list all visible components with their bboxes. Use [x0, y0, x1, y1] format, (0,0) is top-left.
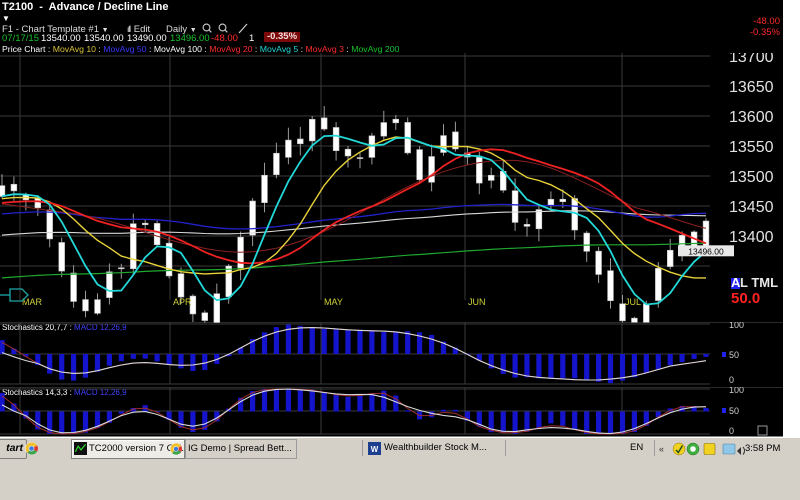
svg-text:100: 100: [729, 387, 744, 395]
svg-text:13550: 13550: [729, 139, 774, 156]
svg-text:JUL: JUL: [625, 297, 641, 307]
svg-text:13500: 13500: [729, 169, 774, 186]
svg-text:MAY: MAY: [324, 297, 343, 307]
svg-text:W: W: [371, 445, 379, 454]
svg-text:100: 100: [729, 322, 744, 330]
svg-text:50: 50: [729, 406, 739, 416]
svg-text:13700: 13700: [729, 53, 774, 66]
svg-text:13600: 13600: [729, 109, 774, 126]
svg-text:APR: APR: [173, 297, 192, 307]
svg-text:0: 0: [729, 426, 734, 436]
svg-text:L TML: L TML: [740, 275, 778, 290]
svg-text:50: 50: [729, 350, 739, 360]
svg-text:0: 0: [729, 375, 734, 385]
svg-text:13400: 13400: [729, 229, 774, 246]
svg-text:50.0: 50.0: [731, 290, 760, 307]
svg-text:13450: 13450: [729, 199, 774, 216]
svg-text:13650: 13650: [729, 79, 774, 96]
svg-text:JUN: JUN: [468, 297, 486, 307]
svg-text:13496.00: 13496.00: [688, 247, 724, 257]
